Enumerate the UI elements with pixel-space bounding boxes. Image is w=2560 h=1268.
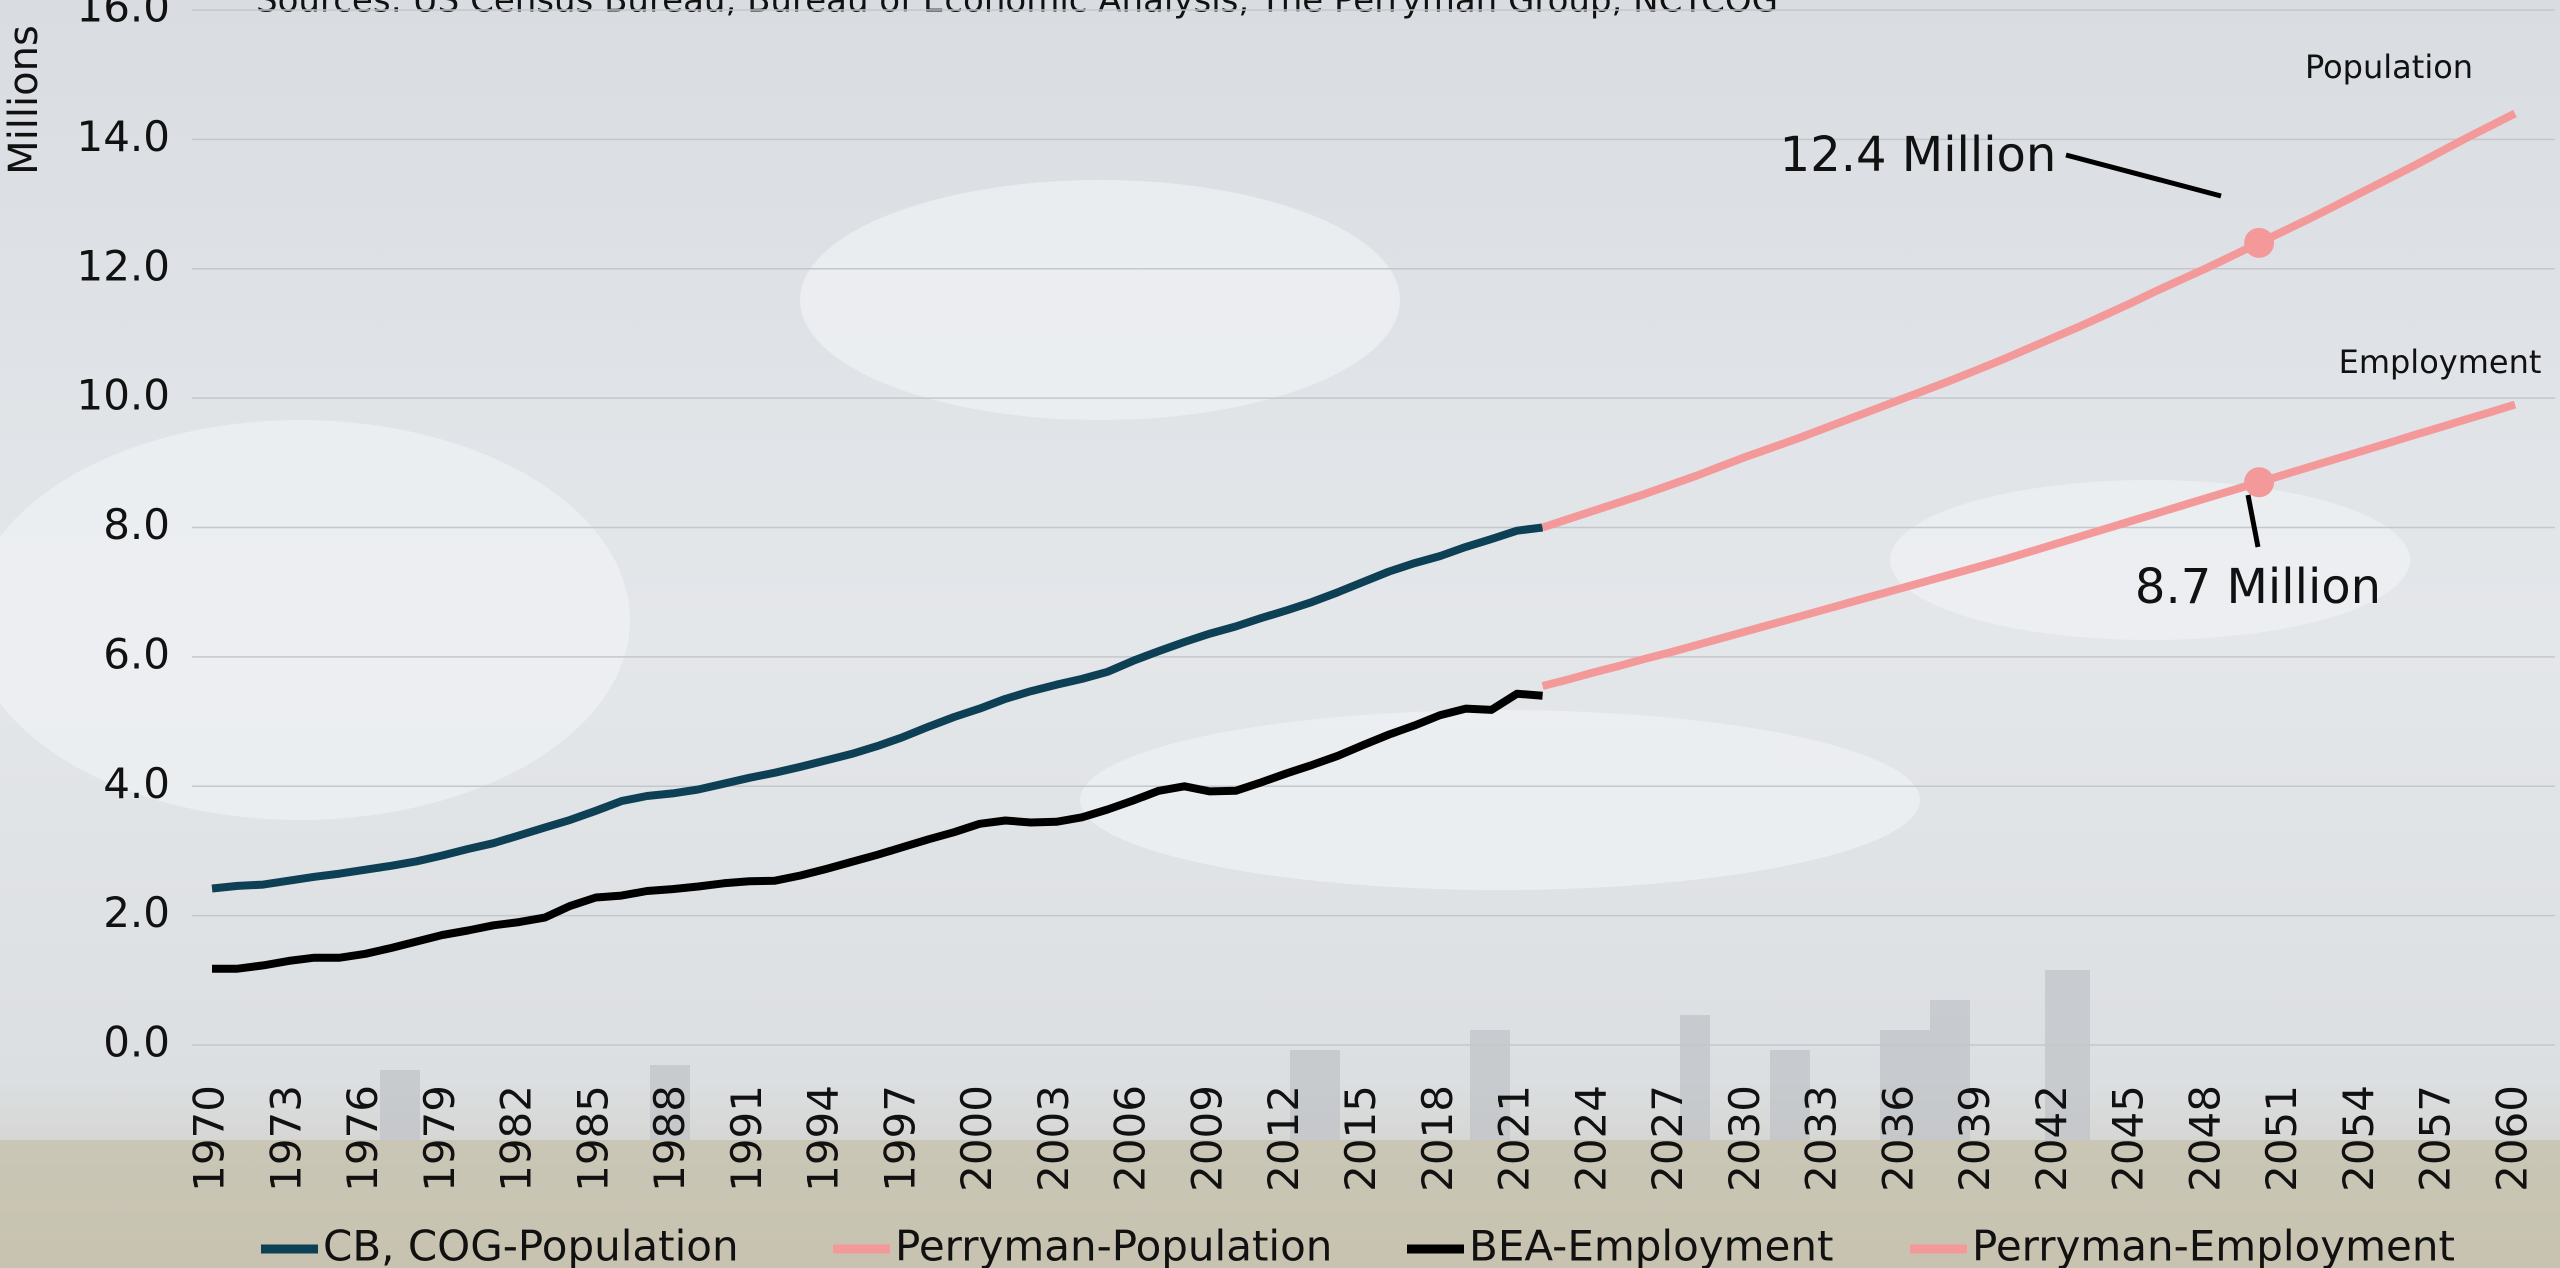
x-tick-label: 2012	[1259, 1085, 1308, 1192]
chart: Sources: US Census Bureau, Bureau of Eco…	[0, 0, 2560, 1268]
x-tick-label: 2057	[2411, 1085, 2460, 1192]
y-axis-label: Millions	[1, 25, 47, 175]
x-tick-label: 1970	[185, 1085, 234, 1192]
annotation: Employment	[2339, 343, 2542, 381]
x-tick-label: 2033	[1797, 1085, 1846, 1192]
y-tick-label: 16.0	[76, 0, 170, 32]
x-tick-label: 1985	[568, 1085, 617, 1192]
x-tick-label: 1991	[722, 1085, 771, 1192]
x-tick-label: 2009	[1182, 1085, 1231, 1192]
x-tick-label: 2006	[1106, 1085, 1155, 1192]
legend-label: Perryman-Population	[895, 1222, 1332, 1268]
annotation: 8.7 Million	[2135, 559, 2381, 615]
x-tick-label: 2015	[1336, 1085, 1385, 1192]
y-tick-label: 12.0	[76, 241, 170, 290]
y-tick-label: 2.0	[103, 888, 170, 937]
x-tick-label: 1982	[492, 1085, 541, 1192]
x-tick-label: 2024	[1566, 1085, 1615, 1192]
legend-label: CB, COG-Population	[323, 1222, 739, 1268]
x-tick-label: 2000	[952, 1085, 1001, 1192]
page: Sources: US Census Bureau, Bureau of Eco…	[0, 0, 2560, 1268]
x-tick-label: 2030	[1720, 1085, 1769, 1192]
annotation-marker	[2244, 228, 2274, 258]
y-tick-label: 0.0	[103, 1018, 170, 1067]
x-tick-label: 2036	[1873, 1085, 1922, 1192]
x-tick-label: 1988	[645, 1085, 694, 1192]
x-tick-label: 2018	[1413, 1085, 1462, 1192]
y-tick-label: 6.0	[103, 629, 170, 678]
x-tick-label: 2054	[2334, 1085, 2383, 1192]
x-tick-label: 2045	[2104, 1085, 2153, 1192]
x-tick-label: 2048	[2180, 1085, 2229, 1192]
x-tick-label: 2039	[1950, 1085, 1999, 1192]
y-tick-label: 10.0	[76, 371, 170, 420]
x-tick-label: 2042	[2027, 1085, 2076, 1192]
x-tick-label: 1997	[875, 1085, 924, 1192]
x-tick-label: 1994	[799, 1085, 848, 1192]
y-tick-label: 8.0	[103, 500, 170, 549]
y-tick-label: 4.0	[103, 759, 170, 808]
annotation: 12.4 Million	[1780, 127, 2057, 183]
x-tick-label: 2021	[1490, 1085, 1539, 1192]
y-tick-label: 14.0	[76, 112, 170, 161]
x-tick-label: 2027	[1643, 1085, 1692, 1192]
x-tick-label: 1979	[415, 1085, 464, 1192]
legend-label: BEA-Employment	[1469, 1222, 1834, 1268]
annotation: Population	[2305, 48, 2473, 86]
x-tick-label: 2003	[1029, 1085, 1078, 1192]
x-tick-label: 1976	[338, 1085, 387, 1192]
x-tick-label: 2060	[2488, 1085, 2537, 1192]
legend-label: Perryman-Employment	[1972, 1222, 2455, 1268]
annotation-marker	[2244, 467, 2274, 497]
x-tick-label: 2051	[2257, 1085, 2306, 1192]
x-tick-label: 1973	[261, 1085, 310, 1192]
